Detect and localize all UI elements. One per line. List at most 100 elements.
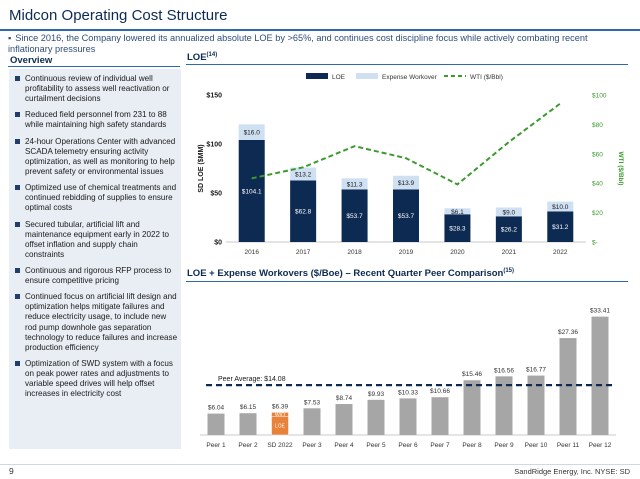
x-tick-label: Peer 12 <box>589 442 612 449</box>
loe-bar <box>547 211 574 242</box>
square-bullet-icon <box>15 138 20 144</box>
loe-bar <box>393 189 419 242</box>
square-bullet-icon <box>15 294 20 300</box>
loe-value-label: $28.3 <box>449 226 466 233</box>
peer-bar <box>239 413 257 435</box>
y-tick-label: $150 <box>206 93 222 100</box>
x-tick-label: Peer 9 <box>494 442 514 449</box>
overview-panel <box>9 69 181 449</box>
y2-tick-label: $40 <box>592 181 603 188</box>
subtitle-text: Since 2016, the Company lowered its annu… <box>8 33 588 54</box>
y2-axis-label: WTI ($/Bbl) <box>617 152 624 186</box>
loe-value-label: $31.2 <box>552 224 569 231</box>
x-tick-label: Peer 11 <box>557 442 580 449</box>
overview-item: Continued focus on artificial lift desig… <box>15 292 178 353</box>
x-tick-label: Peer 8 <box>462 442 482 449</box>
overview-item-text: Reduced field personnel from 231 to 88 w… <box>25 110 167 130</box>
peer-value-label: $15.46 <box>462 371 482 378</box>
peer-value-label: $7.53 <box>304 399 321 406</box>
overview-item: Secured tubular, artificial lift and mai… <box>15 220 178 260</box>
square-bullet-icon <box>15 221 20 227</box>
workover-bar <box>238 124 265 140</box>
x-tick-label: Peer 10 <box>525 442 548 449</box>
peer-bar <box>495 376 513 435</box>
peer-value-label: $8.74 <box>336 395 353 402</box>
x-tick-label: Peer 6 <box>398 442 418 449</box>
x-tick-label: Peer 4 <box>334 442 354 449</box>
workover-value-label: $16.0 <box>244 130 261 137</box>
highlight-bar-segment <box>271 412 289 417</box>
footer-divider <box>0 464 640 465</box>
highlight-segment-label: W/O <box>275 412 285 418</box>
peer-bar <box>207 413 225 435</box>
square-bullet-icon <box>15 267 20 273</box>
loe-chart-divider <box>186 64 628 65</box>
loe-value-label: $53.7 <box>346 213 363 220</box>
overview-item-text: Continuous review of individual well pro… <box>25 74 170 104</box>
loe-bar <box>290 180 317 242</box>
page-subtitle: ▪ Since 2016, the Company lowered its ann… <box>8 33 633 55</box>
workover-value-label: $9.0 <box>503 209 516 216</box>
loe-value-label: $53.7 <box>398 213 415 220</box>
overview-item: Optimized use of chemical treatments and… <box>15 183 178 213</box>
subtitle-bullet-icon: ▪ <box>8 33 12 43</box>
loe-bar <box>444 214 471 242</box>
y2-tick-label: $- <box>592 240 598 247</box>
workover-value-label: $11.3 <box>347 181 363 188</box>
peer-bar <box>527 375 545 435</box>
overview-item-text: Continued focus on artificial lift desig… <box>25 292 178 352</box>
peer-bar <box>591 316 609 435</box>
square-bullet-icon <box>15 112 20 118</box>
x-tick-label: 2016 <box>244 249 259 256</box>
overview-item-text: Secured tubular, artificial lift and mai… <box>25 219 169 259</box>
legend-label: LOE <box>332 74 346 81</box>
workover-bar <box>393 175 419 190</box>
peer-bar <box>431 397 449 435</box>
overview-item: 24-hour Operations Center with advanced … <box>15 137 178 177</box>
loe-value-label: $104.1 <box>242 188 262 195</box>
y-tick-label: $100 <box>206 142 222 149</box>
peer-bar <box>559 338 577 435</box>
x-tick-label: SD 2022 <box>267 442 293 449</box>
workover-bar <box>290 167 317 181</box>
x-tick-label: Peer 1 <box>206 442 226 449</box>
legend-swatch <box>356 73 378 79</box>
loe-value-label: $62.8 <box>295 209 312 216</box>
peer-bar <box>303 408 321 435</box>
x-tick-label: Peer 2 <box>238 442 258 449</box>
y2-tick-label: $100 <box>592 93 607 100</box>
footer-company: SandRidge Energy, Inc. NYSE: SD <box>514 467 630 476</box>
peer-chart-divider <box>186 281 628 282</box>
peer-bar <box>335 404 353 435</box>
peer-value-label: $33.41 <box>590 308 610 315</box>
loe-bar <box>238 139 265 242</box>
y-tick-label: $0 <box>214 240 222 247</box>
y2-tick-label: $80 <box>592 122 603 129</box>
loe-value-label: $26.2 <box>501 227 518 234</box>
overview-item: Continuous and rigorous RFP process to e… <box>15 266 178 286</box>
workover-value-label: $6.1 <box>451 209 464 216</box>
peer-value-label: $6.04 <box>208 405 225 412</box>
peer-value-label: $16.56 <box>494 367 514 374</box>
page-title: Midcon Operating Cost Structure <box>9 7 228 24</box>
overview-item: Continuous review of individual well pro… <box>15 74 178 104</box>
peer-bar <box>463 380 481 435</box>
peer-value-label: $10.33 <box>398 389 418 396</box>
overview-item-text: 24-hour Operations Center with advanced … <box>25 136 176 176</box>
x-tick-label: Peer 5 <box>366 442 386 449</box>
peer-chart-title: LOE + Expense Workovers ($/Boe) – Recent… <box>187 268 515 280</box>
title-divider <box>0 29 640 31</box>
workover-bar <box>444 208 471 215</box>
peer-value-label: $10.66 <box>430 388 450 395</box>
workover-bar <box>341 178 368 190</box>
highlight-segment-label: LOE <box>275 424 286 430</box>
x-tick-label: 2019 <box>399 249 414 256</box>
loe-bar <box>495 216 522 242</box>
x-tick-label: 2018 <box>347 249 362 256</box>
legend-swatch <box>306 73 328 79</box>
square-bullet-icon <box>15 76 20 81</box>
overview-item-text: Continuous and rigorous RFP process to e… <box>25 265 172 286</box>
loe-bar <box>341 189 368 242</box>
peer-value-label: $6.15 <box>240 404 257 411</box>
peer-value-label: $27.36 <box>558 329 578 336</box>
